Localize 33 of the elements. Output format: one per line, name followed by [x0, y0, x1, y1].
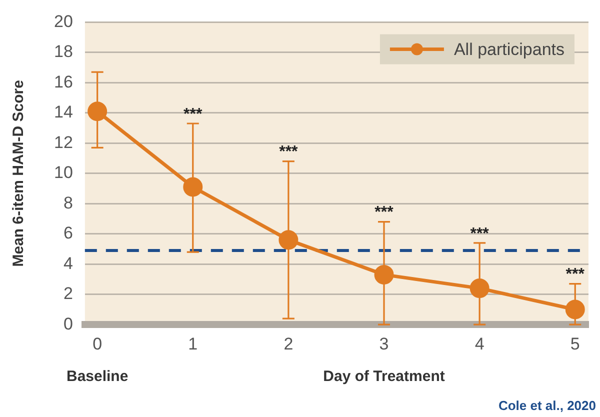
text: Cole et al., 2020: [498, 398, 596, 414]
y-tick-label: 16: [54, 72, 73, 92]
x-tick-label: 4: [474, 334, 484, 354]
point: [278, 230, 298, 250]
y-tick-label: 10: [54, 163, 73, 182]
point: [374, 264, 394, 284]
point: [88, 102, 108, 122]
legend-label: All participants: [454, 40, 565, 59]
annotation: ***: [184, 106, 203, 123]
annotation: ***: [374, 204, 394, 222]
y-tick-label: 12: [54, 132, 73, 152]
y-tick-label: 0: [63, 314, 73, 334]
y-tick-label: 6: [63, 224, 73, 243]
y-tick-label: 8: [63, 193, 73, 212]
x-tick-label: 1: [188, 334, 198, 354]
point: [470, 278, 490, 298]
annotation: ***: [470, 225, 490, 242]
annotation: ***: [566, 266, 586, 284]
text: Baseline: [66, 368, 128, 386]
x-tick-label: 0: [92, 334, 102, 354]
y-tick-label: 2: [63, 284, 73, 304]
x-tick-label: 2: [284, 334, 294, 354]
point: [183, 177, 203, 197]
x-tick-label: 5: [570, 334, 580, 354]
point: [565, 300, 585, 320]
y-axis-title: Mean 6-item HAM-D Score: [10, 80, 28, 267]
annotation: ***: [279, 144, 299, 161]
x-axis-title: Day of Treatment: [323, 368, 445, 386]
y-tick-label: 14: [54, 102, 73, 122]
y-tick-label: 18: [54, 42, 73, 62]
x-tick-label: 3: [379, 334, 389, 354]
y-tick-label: 4: [63, 254, 73, 273]
y-tick-label: 20: [54, 12, 73, 31]
